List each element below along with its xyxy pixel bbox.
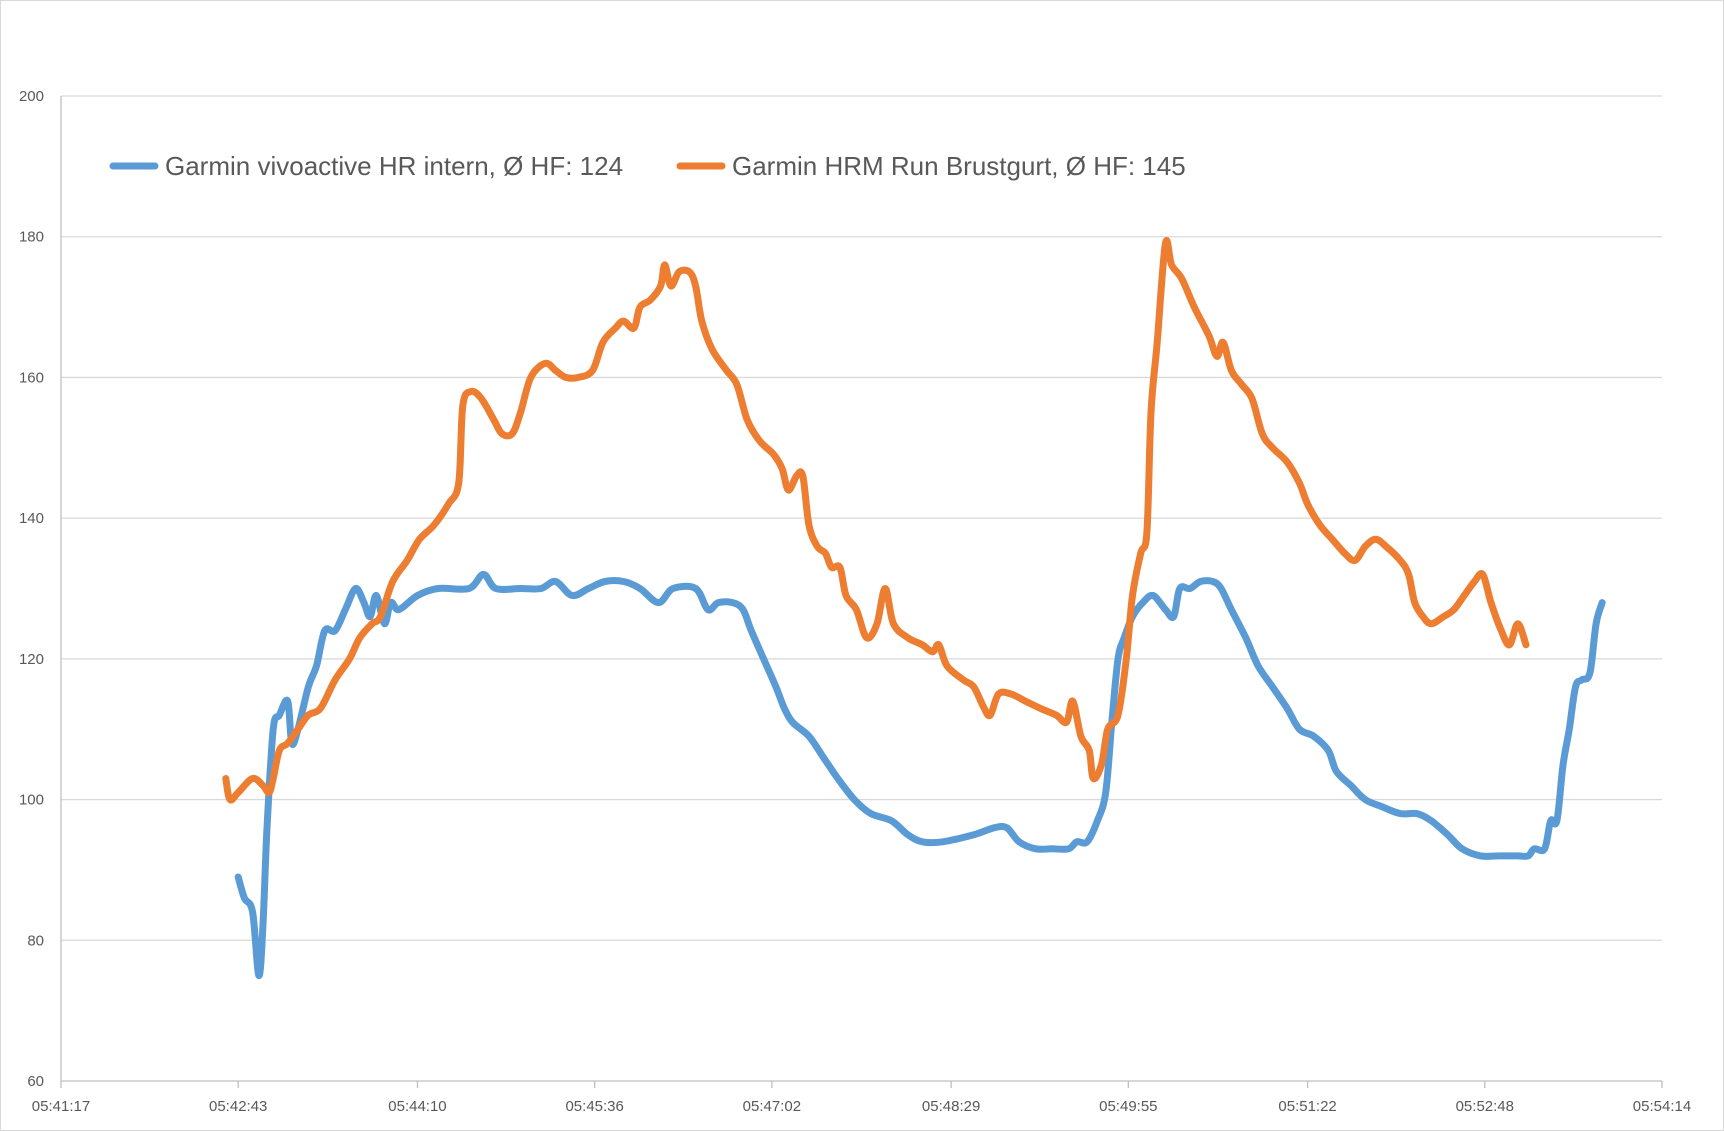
- x-tick-label: 05:44:10: [388, 1098, 446, 1115]
- x-tick-label: 05:51:22: [1278, 1098, 1336, 1115]
- x-tick-label: 05:42:43: [209, 1098, 267, 1115]
- x-tick-label: 05:48:29: [922, 1098, 980, 1115]
- series-line-vivoactive: [234, 570, 1606, 980]
- x-tick-label: 05:54:14: [1633, 1098, 1691, 1115]
- y-tick-label-80: 80: [27, 932, 44, 949]
- series-lines: [222, 237, 1606, 980]
- y-tick-label-140: 140: [19, 510, 44, 527]
- legend-label-vivoactive: Garmin vivoactive HR intern, Ø HF: 124: [165, 151, 623, 181]
- legend-label-hrm-run: Garmin HRM Run Brustgurt, Ø HF: 145: [732, 151, 1186, 181]
- y-axis-ticks: 60 80 100 120 140 160 180 200: [19, 88, 44, 1090]
- x-tick-label: 05:47:02: [743, 1098, 801, 1115]
- x-tick-label: 05:49:55: [1099, 1098, 1157, 1115]
- legend: Garmin vivoactive HR intern, Ø HF: 124 G…: [109, 151, 1186, 181]
- y-tick-label-120: 120: [19, 651, 44, 668]
- y-tick-label-160: 160: [19, 369, 44, 386]
- x-tick-label: 05:45:36: [565, 1098, 623, 1115]
- y-tick-label-100: 100: [19, 792, 44, 809]
- y-tick-label-60: 60: [27, 1073, 44, 1090]
- x-tick-label: 05:41:17: [32, 1098, 90, 1115]
- x-tick-label: 05:52:48: [1456, 1098, 1514, 1115]
- y-tick-label-200: 200: [19, 88, 44, 105]
- series-line-hrm-run: [222, 237, 1530, 804]
- gridlines: [61, 95, 1662, 941]
- x-axis: 05:41:17 05:42:43 05:44:10 05:45:36 05:47:02…: [32, 96, 1691, 1115]
- y-tick-label-180: 180: [19, 229, 44, 246]
